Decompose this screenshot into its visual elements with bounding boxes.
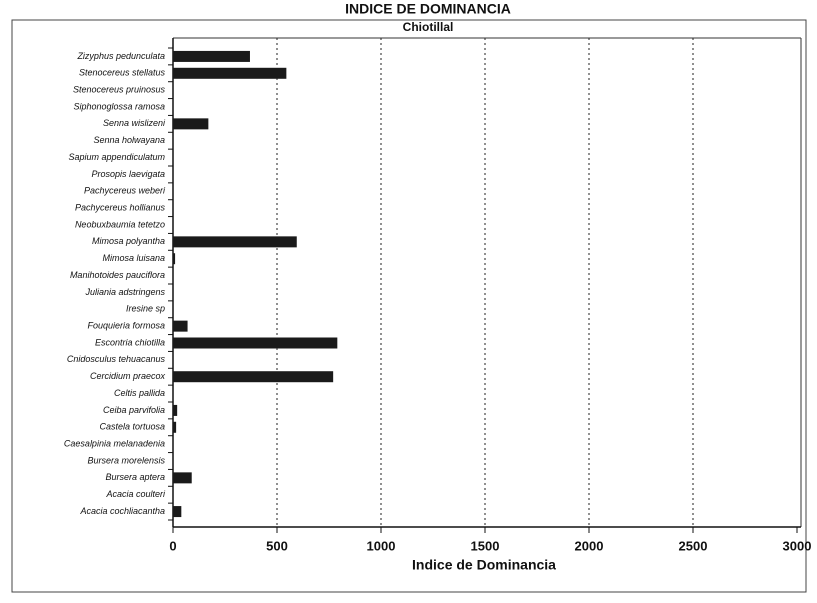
outer-frame xyxy=(11,19,807,593)
y-tick-label: Mimosa luisana xyxy=(102,253,165,263)
y-tick-label: Escontria chiotilla xyxy=(95,337,165,347)
x-tick-label: 1000 xyxy=(367,538,396,553)
x-tick-label: 3000 xyxy=(783,538,812,553)
y-tick-label: Ceiba parvifolia xyxy=(103,405,165,415)
x-tick-label: 1500 xyxy=(471,538,500,553)
y-tick-label: Bursera morelensis xyxy=(87,455,165,465)
y-tick-label: Prosopis laevigata xyxy=(91,169,165,179)
x-axis-label: Indice de Dominancia xyxy=(412,557,556,573)
y-tick-label: Acacia cochliacantha xyxy=(79,506,165,516)
y-tick-label: Iresine sp xyxy=(126,304,165,314)
chart-subtitle: Chiotillal xyxy=(403,20,454,34)
bar xyxy=(173,50,250,62)
bar xyxy=(173,506,182,518)
y-tick-label: Castela tortuosa xyxy=(99,422,165,432)
y-tick-label: Senna holwayana xyxy=(93,135,165,145)
x-tick-label: 500 xyxy=(266,538,288,553)
y-tick-label: Cnidosculus tehuacanus xyxy=(67,354,166,364)
y-tick-label: Bursera aptera xyxy=(105,472,165,482)
y-tick-label: Fouquieria formosa xyxy=(87,321,165,331)
y-tick-label: Siphonoglossa ramosa xyxy=(73,101,165,111)
y-tick-label: Caesalpinia melanadenia xyxy=(64,439,165,449)
bar xyxy=(173,337,338,349)
bar xyxy=(173,253,176,265)
y-tick-label: Manihotoides pauciflora xyxy=(70,270,165,280)
y-tick-label: Zizyphus pedunculata xyxy=(76,51,165,61)
bar xyxy=(173,421,177,433)
y-tick-label: Juliania adstringens xyxy=(84,287,165,297)
y-tick-label: Sapium appendiculatum xyxy=(68,152,165,162)
y-tick-label: Stenocereus pruinosus xyxy=(73,85,166,95)
bar xyxy=(173,371,334,383)
y-tick-label: Neobuxbaumia tetetzo xyxy=(75,219,165,229)
x-tick-label: 2000 xyxy=(575,538,604,553)
x-tick-label: 0 xyxy=(169,538,176,553)
bar xyxy=(173,404,178,416)
bar xyxy=(173,67,287,79)
y-tick-label: Pachycereus hollianus xyxy=(75,203,166,213)
y-tick-label: Cercidium praecox xyxy=(90,371,166,381)
bar xyxy=(173,118,209,130)
y-tick-label: Mimosa polyantha xyxy=(92,236,165,246)
y-tick-label: Acacia coulteri xyxy=(105,489,166,499)
bar xyxy=(173,320,188,332)
x-tick-label: 2500 xyxy=(679,538,708,553)
y-tick-label: Pachycereus weberi xyxy=(84,186,166,196)
y-tick-label: Stenocereus stellatus xyxy=(79,68,166,78)
y-tick-label: Senna wislizeni xyxy=(103,118,166,128)
bar xyxy=(173,236,297,248)
chart-title: INDICE DE DOMINANCIA xyxy=(345,1,511,17)
y-tick-label: Celtis pallida xyxy=(114,388,165,398)
bar xyxy=(173,472,192,484)
